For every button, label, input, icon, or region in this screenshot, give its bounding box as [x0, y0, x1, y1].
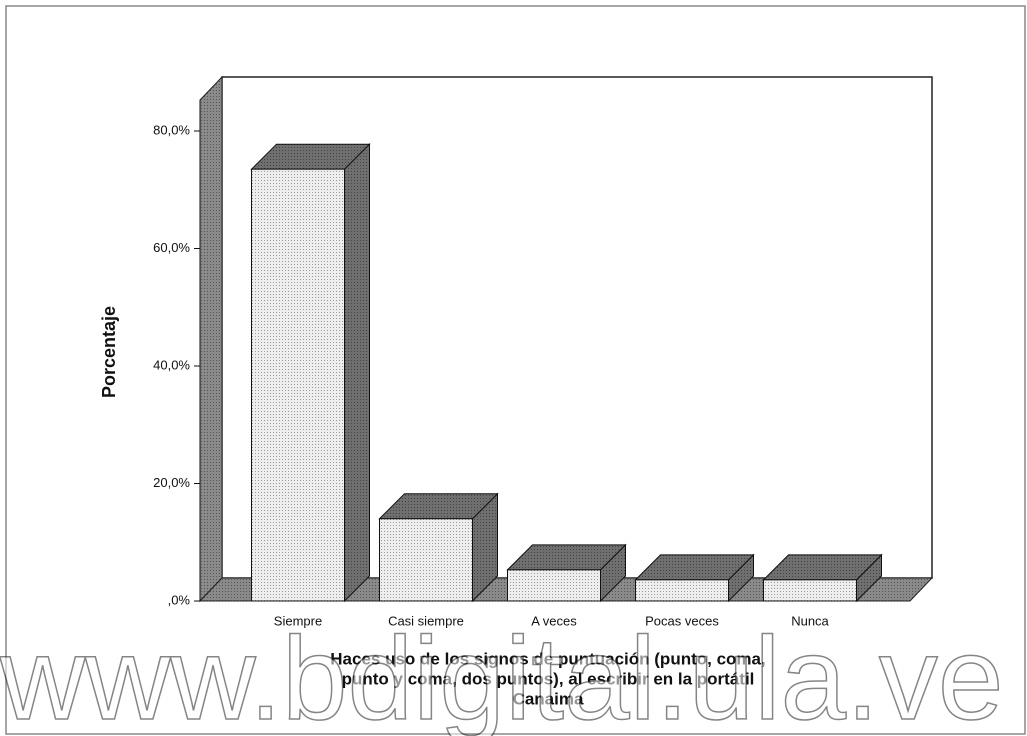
y-tick-label: ,0%: [168, 592, 191, 607]
bar: [635, 579, 729, 602]
y-tick-label: 20,0%: [153, 475, 190, 490]
x-tick-label: Pocas veces: [645, 613, 719, 628]
x-tick-label: Casi siempre: [388, 613, 464, 628]
y-axis-label: Porcentaje: [99, 306, 119, 398]
y-tick-label: 60,0%: [153, 240, 190, 255]
x-tick-label: Nunca: [791, 613, 829, 628]
x-tick-label: A veces: [531, 613, 577, 628]
bar: [763, 579, 857, 602]
y-tick-label: 40,0%: [153, 357, 190, 372]
left-wall: [199, 75, 223, 603]
x-axis-label: Canaima: [513, 689, 584, 708]
bar: [251, 168, 345, 602]
watermark: www.bdigital.ula.ve: [0, 613, 1004, 736]
y-tick-label: 80,0%: [153, 122, 190, 137]
x-axis-label: Haces uso de los signos de puntuación (p…: [330, 649, 765, 668]
bar: [507, 569, 601, 602]
x-axis-label: punto y coma, dos puntos), al escribir e…: [342, 669, 755, 688]
x-tick-label: Siempre: [274, 613, 322, 628]
bar: [379, 518, 473, 602]
bar-side: [344, 142, 370, 603]
